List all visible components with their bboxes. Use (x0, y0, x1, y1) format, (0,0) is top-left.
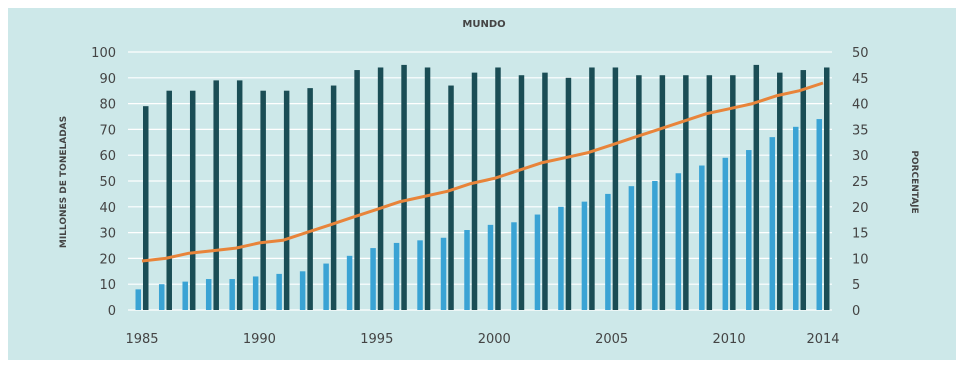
bar-dark (190, 91, 196, 310)
bar-light (206, 279, 212, 310)
bar-light (793, 127, 799, 310)
bar-dark (613, 67, 619, 310)
bar-light (182, 282, 188, 310)
y-right-tick-label: 5 (852, 278, 860, 293)
bar-light (535, 215, 541, 310)
y-left-tick-label: 90 (99, 72, 116, 87)
bar-dark (237, 80, 243, 310)
bar-dark (166, 91, 172, 310)
bar-light (699, 166, 705, 310)
bar-dark (260, 91, 266, 310)
bar-dark (378, 67, 384, 310)
y-left-tick-label: 80 (99, 98, 116, 113)
bar-light (347, 256, 353, 310)
bar-dark (331, 86, 337, 310)
bar-dark (542, 73, 548, 310)
bar-light (229, 279, 235, 310)
bar-dark (824, 67, 830, 310)
y-right-tick-label: 20 (852, 201, 869, 216)
y-left-tick-label: 30 (99, 227, 116, 242)
y-left-tick-label: 50 (99, 175, 116, 190)
y-right-tick-label: 45 (852, 72, 869, 87)
bar-light (723, 158, 729, 310)
x-tick-label: 1985 (125, 332, 158, 347)
bar-dark (425, 67, 431, 310)
y-axis-right-label: PORCENTAJE (909, 150, 919, 213)
y-right-tick-label: 0 (852, 304, 860, 319)
y-right-tick-label: 25 (852, 175, 869, 190)
x-tick-label: 2005 (595, 332, 628, 347)
bar-light (652, 181, 658, 310)
chart-title: MUNDO (462, 19, 505, 30)
chart-panel (8, 8, 956, 360)
x-tick-label: 2014 (806, 332, 839, 347)
bar-light (394, 243, 400, 310)
y-left-tick-label: 70 (99, 123, 116, 138)
bar-light (582, 202, 588, 310)
y-left-tick-label: 20 (99, 252, 116, 267)
bar-light (253, 276, 259, 310)
bar-light (370, 248, 376, 310)
y-left-tick-label: 10 (99, 278, 116, 293)
bar-dark (519, 75, 525, 310)
bar-dark (213, 80, 219, 310)
y-axis-left-label: MILLONES DE TONELADAS (59, 116, 69, 248)
y-left-tick-label: 100 (91, 46, 116, 61)
bar-dark (801, 70, 807, 310)
bar-dark (589, 67, 595, 310)
bar-light (136, 289, 142, 310)
bar-light (676, 173, 682, 310)
bar-dark (707, 75, 713, 310)
bar-light (770, 137, 776, 310)
bar-light (300, 271, 306, 310)
bar-light (746, 150, 752, 310)
bar-light (511, 222, 516, 310)
bar-dark (143, 106, 149, 310)
bar-dark (472, 73, 478, 310)
bar-light (488, 225, 494, 310)
bar-light (558, 207, 564, 310)
bar-light (276, 274, 282, 310)
bar-dark (660, 75, 666, 310)
y-right-tick-label: 30 (852, 149, 869, 164)
x-tick-label: 1990 (243, 332, 276, 347)
bar-dark (566, 78, 572, 310)
bar-dark (448, 86, 454, 310)
bar-dark (284, 91, 290, 310)
bar-light (629, 186, 635, 310)
bar-dark (307, 88, 313, 310)
bar-light (817, 119, 823, 310)
y-left-tick-label: 0 (108, 304, 116, 319)
x-tick-label: 2010 (713, 332, 746, 347)
bar-dark (354, 70, 360, 310)
bar-light (417, 240, 423, 310)
bar-light (323, 264, 329, 310)
bar-light (464, 230, 470, 310)
bar-light (605, 194, 611, 310)
x-tick-label: 2000 (478, 332, 511, 347)
bar-dark (636, 75, 642, 310)
bar-dark (730, 75, 736, 310)
y-right-tick-label: 10 (852, 252, 869, 267)
bar-dark (401, 65, 407, 310)
y-right-tick-label: 35 (852, 123, 869, 138)
bar-dark (495, 67, 501, 310)
bar-light (441, 238, 447, 310)
bar-light (159, 284, 165, 310)
y-left-tick-label: 40 (99, 201, 116, 216)
y-right-tick-label: 50 (852, 46, 869, 61)
y-right-tick-label: 15 (852, 227, 869, 242)
y-right-tick-label: 40 (852, 98, 869, 113)
y-left-tick-label: 60 (99, 149, 116, 164)
x-tick-label: 1995 (360, 332, 393, 347)
bar-dark (777, 73, 783, 310)
bar-dark (683, 75, 689, 310)
